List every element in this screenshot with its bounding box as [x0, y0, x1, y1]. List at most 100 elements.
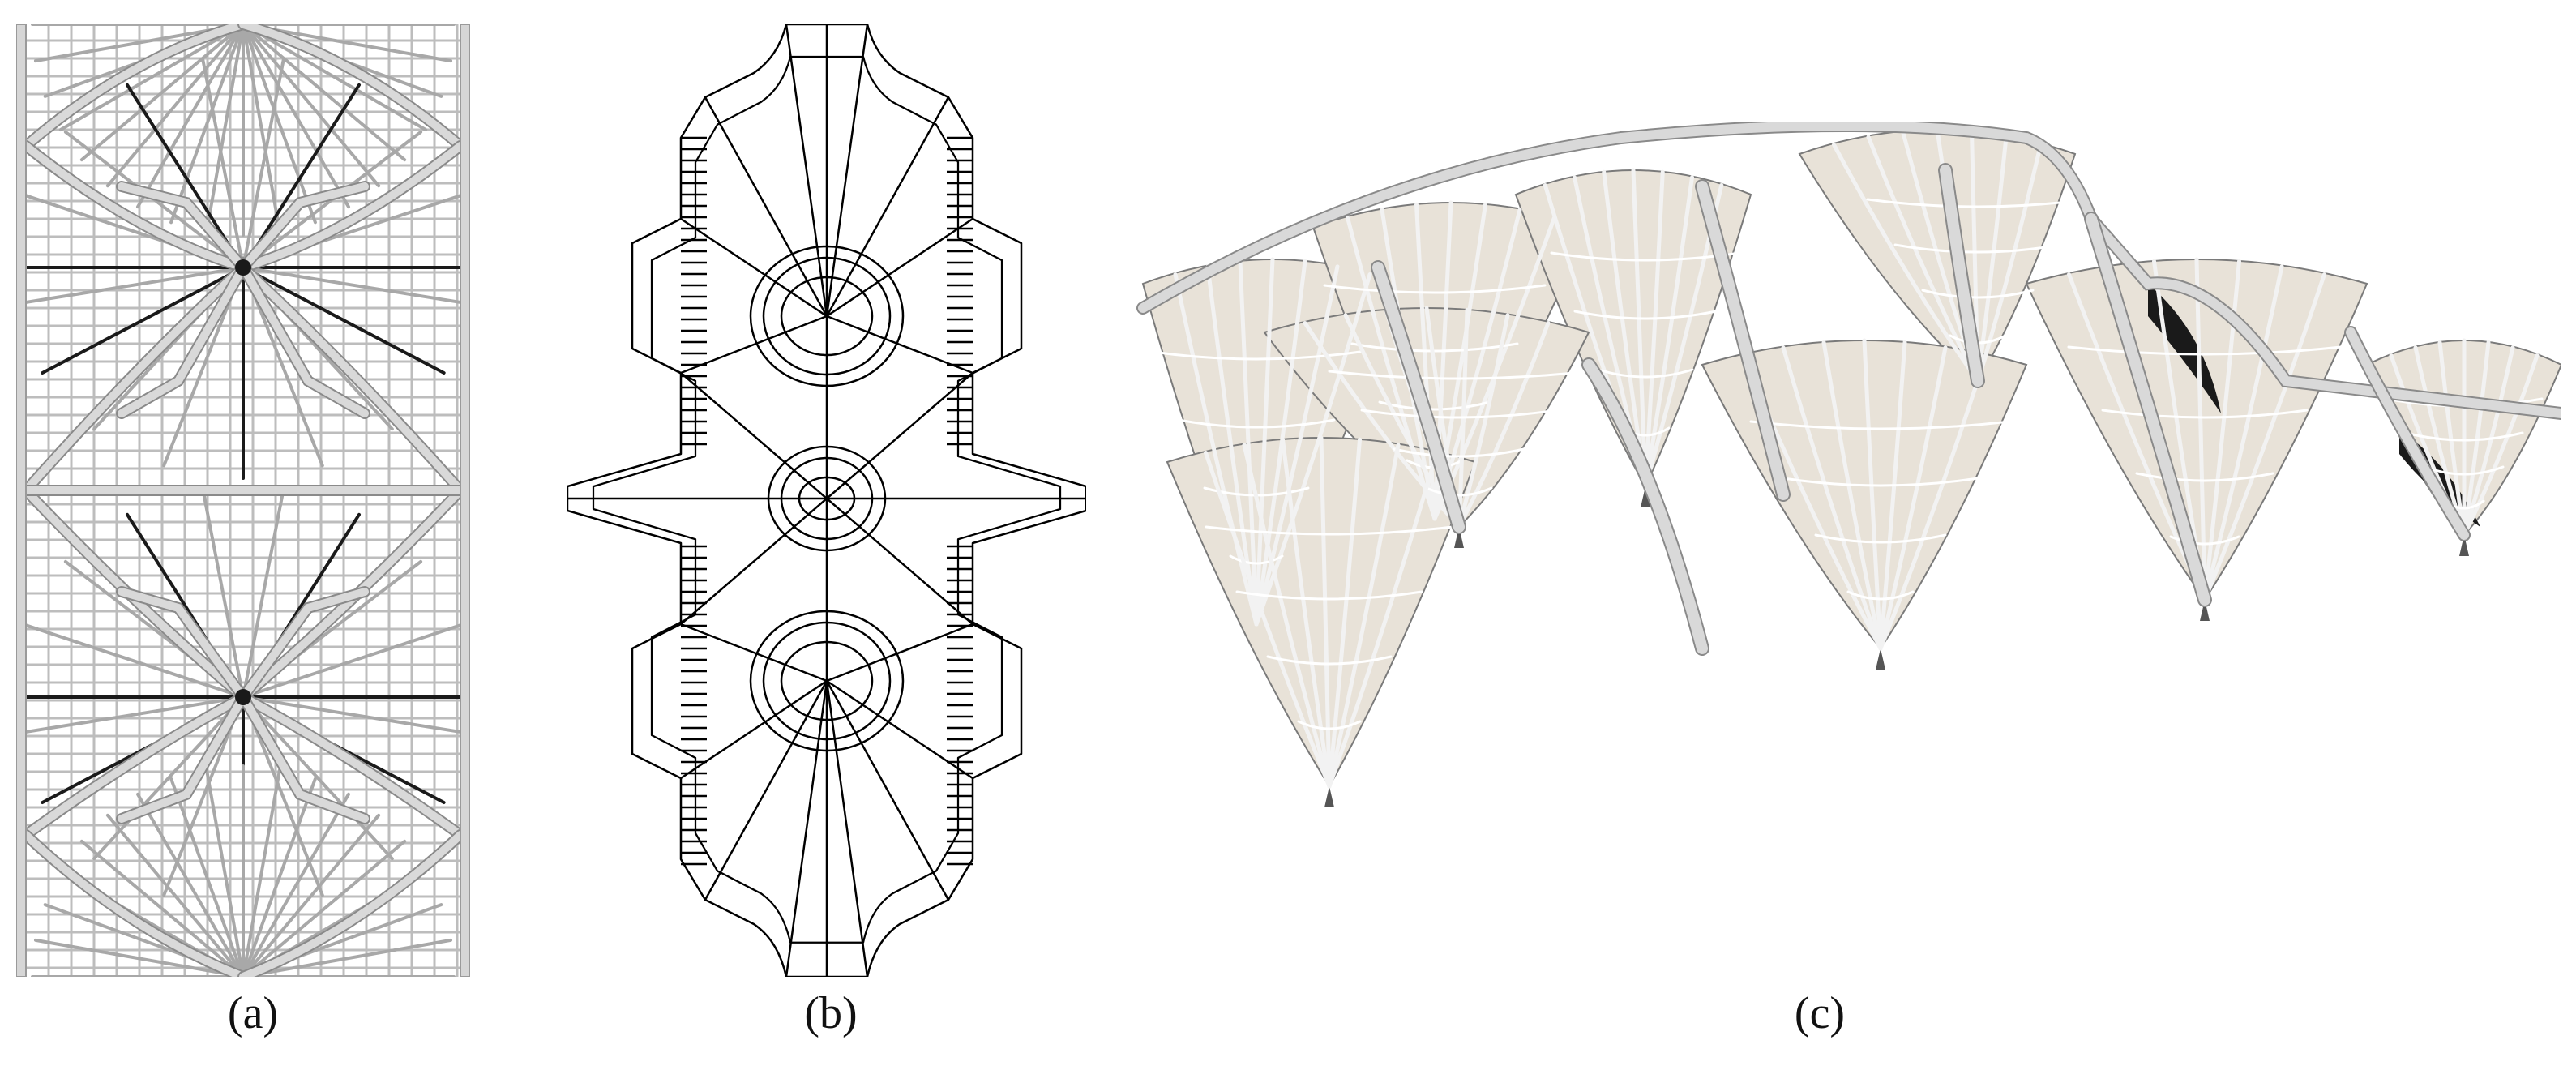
boundary-rib: [239, 24, 464, 150]
cone-band: [1921, 289, 2035, 299]
plan-rib: [680, 623, 973, 683]
cone-rib: [1303, 321, 1461, 529]
shadow-side: [2148, 284, 2221, 413]
fan-rib: [79, 839, 245, 977]
fan-rib: [136, 792, 245, 977]
cone-band: [1235, 590, 1423, 601]
cone-band: [1597, 368, 1694, 379]
cone-rib: [2202, 264, 2284, 602]
cone-rib: [2202, 272, 2326, 602]
cone-band: [1425, 486, 1493, 497]
panel-b-line-plan: [567, 24, 1086, 977]
cone-band: [2067, 345, 2343, 356]
fan-rib: [242, 696, 394, 861]
cone-rib: [1432, 200, 1453, 521]
fan-rib: [92, 696, 245, 861]
cone-band: [1846, 590, 1915, 601]
cone-rib: [1457, 321, 1551, 529]
fan-rib: [242, 24, 317, 225]
cone-rib: [2462, 340, 2491, 537]
fan-rib: [242, 24, 407, 162]
boundary-rib: [22, 263, 247, 494]
fan-rib: [242, 792, 350, 977]
panel-a-rib-pattern-plan: [16, 24, 470, 977]
cone-band: [1866, 198, 2090, 208]
cone-rib: [1832, 143, 1980, 383]
cone-rib: [1254, 259, 1307, 627]
fan-rib: [242, 58, 285, 269]
caption-a: (a): [227, 988, 279, 1038]
cone-rib: [1238, 259, 1259, 627]
cone-band: [1297, 720, 1362, 730]
cone-rib: [1878, 345, 1948, 651]
fan-rib: [16, 696, 245, 735]
cone-rib: [1821, 340, 1883, 651]
arch-rib: [2086, 213, 2210, 606]
vault-cone: [1701, 340, 2028, 650]
vault-ribs: [1136, 122, 2561, 789]
ridge-rib: [1138, 122, 2561, 418]
cone-rib: [1173, 272, 1259, 627]
fan-rib: [242, 487, 285, 699]
cone-band: [2135, 472, 2274, 482]
cone-rib: [1254, 272, 1372, 627]
arch-rib: [1372, 262, 1465, 533]
fan-rib: [58, 24, 245, 131]
fan-rib: [242, 266, 470, 306]
plan-linework: [567, 24, 1086, 977]
fan-rib: [242, 24, 282, 234]
cone-rib: [1631, 168, 1648, 489]
arch-rib: [2346, 327, 2469, 540]
plan-rib: [680, 315, 973, 374]
fan-rib: [136, 24, 245, 209]
fan-rib: [105, 813, 245, 977]
boundary-rib: [239, 263, 464, 494]
panel-c-drawing: [1136, 122, 2561, 807]
oculus-ring: [762, 621, 892, 741]
caption-b: (b): [804, 988, 858, 1038]
cone-rib: [1242, 443, 1332, 789]
cone-tip: [1641, 486, 1650, 507]
cone-rib: [1457, 307, 1470, 529]
cone-tip: [1876, 648, 1885, 670]
frame-right-edge: [460, 24, 470, 977]
cone-band: [1205, 525, 1454, 536]
cone-band: [1328, 370, 1590, 380]
oculus-ring: [762, 256, 892, 376]
cone-rib: [1975, 135, 2009, 383]
cone-rib: [1878, 340, 1907, 651]
cone-rib: [1327, 451, 1439, 789]
cone-band: [2101, 409, 2309, 419]
cone-rib: [2202, 259, 2241, 602]
fan-rib: [204, 767, 245, 977]
cone-band: [2424, 465, 2505, 476]
arch-rib: [1940, 165, 1983, 387]
cone-band: [1323, 284, 1547, 294]
cone-rib: [1643, 169, 1665, 489]
cone-rib: [1327, 443, 1401, 789]
cone-tip: [2459, 535, 2469, 556]
cone-band: [1749, 420, 2012, 430]
cone-band: [2404, 431, 2524, 442]
fan-rib: [242, 24, 381, 188]
fan-rib: [242, 24, 428, 131]
cone-band: [1350, 342, 1519, 353]
cone-band: [1782, 477, 1979, 487]
cone-rib: [1878, 353, 1988, 651]
cone-rib: [1866, 135, 1980, 383]
plan-outline: [567, 24, 1086, 977]
cone-band: [1151, 350, 1362, 361]
cone-rib: [2194, 257, 2207, 602]
cone-band: [1177, 418, 1336, 429]
frame-left-edge: [16, 24, 27, 977]
fan-rib: [242, 696, 470, 735]
cone-rib: [1319, 435, 1332, 789]
fan-rib: [105, 24, 245, 188]
primary-ribs: [16, 24, 470, 977]
fan-rib: [16, 266, 245, 306]
cone-rib: [1643, 175, 1694, 489]
fan-rib: [242, 24, 350, 209]
fan-rib: [201, 58, 245, 269]
cone-band: [1393, 447, 1525, 458]
